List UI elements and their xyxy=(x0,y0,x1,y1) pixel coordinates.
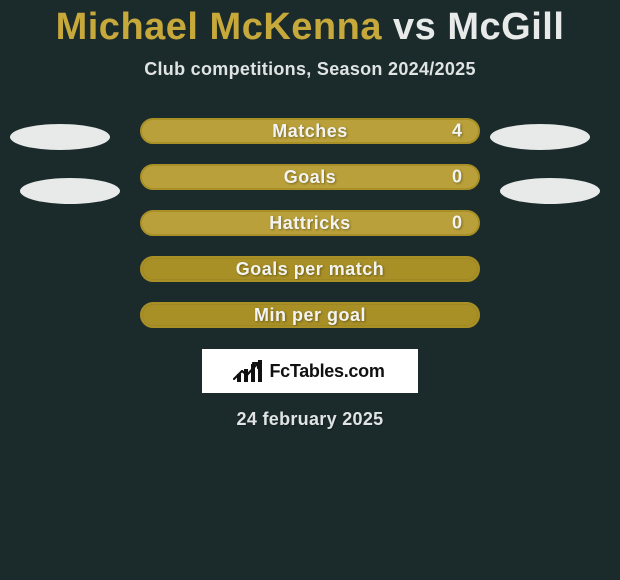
metric-row: Min per goal xyxy=(0,302,620,328)
metric-label: Goals per match xyxy=(236,259,385,280)
date-text: 24 february 2025 xyxy=(0,409,620,430)
metric-bar: Goals per match xyxy=(140,256,480,282)
metric-row: Hattricks 0 xyxy=(0,210,620,236)
subtitle: Club competitions, Season 2024/2025 xyxy=(0,59,620,80)
decorative-ellipse xyxy=(490,124,590,150)
metric-label: Matches xyxy=(272,121,348,142)
metric-value: 0 xyxy=(452,167,462,188)
metric-bar: Matches 4 xyxy=(140,118,480,144)
metric-value: 4 xyxy=(452,121,462,142)
brand-box: FcTables.com xyxy=(202,349,418,393)
vs-separator: vs xyxy=(382,6,447,48)
metric-bar: Hattricks 0 xyxy=(140,210,480,236)
metric-label: Min per goal xyxy=(254,305,366,326)
brand-text: FcTables.com xyxy=(269,361,384,382)
metric-row: Goals per match xyxy=(0,256,620,282)
player2-name: McGill xyxy=(447,6,564,48)
metric-value: 0 xyxy=(452,213,462,234)
decorative-ellipse xyxy=(20,178,120,204)
metric-bar: Min per goal xyxy=(140,302,480,328)
decorative-ellipse xyxy=(500,178,600,204)
metric-bar: Goals 0 xyxy=(140,164,480,190)
page-title: Michael McKenna vs McGill xyxy=(0,0,620,49)
decorative-ellipse xyxy=(10,124,110,150)
metric-label: Hattricks xyxy=(269,213,351,234)
metric-label: Goals xyxy=(284,167,337,188)
player1-name: Michael McKenna xyxy=(56,6,382,48)
brand-logo-icon xyxy=(235,360,263,382)
